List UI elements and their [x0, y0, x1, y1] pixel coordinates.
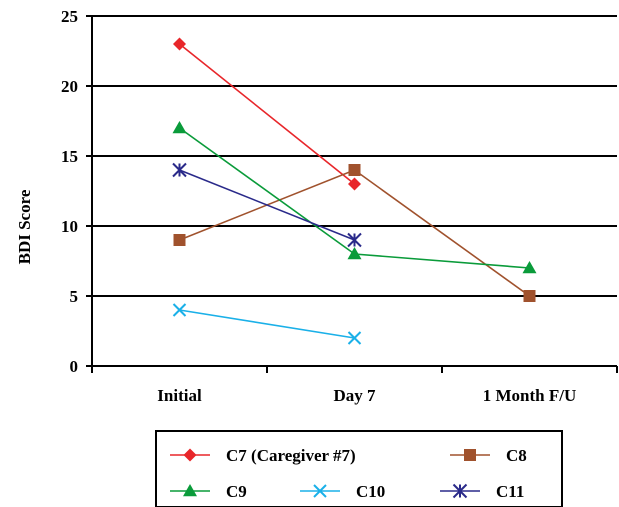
y-tick-labels: 0 5 10 15 20 25	[61, 7, 78, 376]
legend-item: C9	[170, 482, 247, 501]
series-line	[179, 43, 355, 185]
legend-label: C9	[226, 482, 247, 501]
y-axis-title: BDI Score	[15, 189, 34, 264]
data-point	[464, 449, 476, 461]
legend-item: C8	[450, 446, 527, 465]
legend-label: C11	[496, 482, 524, 501]
y-tick-label: 25	[61, 7, 78, 26]
series-c7	[173, 37, 361, 191]
data-point	[183, 448, 197, 462]
series-line	[179, 309, 355, 339]
data-point	[313, 484, 327, 498]
data-point	[172, 303, 187, 317]
series-group	[172, 37, 537, 345]
series-line	[179, 169, 355, 241]
y-tick-label: 15	[61, 147, 78, 166]
legend-item: C10	[300, 482, 385, 501]
legend-item: C7 (Caregiver #7)	[170, 446, 356, 465]
series-c10	[172, 303, 362, 345]
axes	[86, 15, 618, 373]
data-point	[173, 37, 186, 51]
data-point	[522, 261, 537, 274]
data-point	[348, 177, 361, 191]
legend-label: C8	[506, 446, 527, 465]
legend-label: C7 (Caregiver #7)	[226, 446, 356, 465]
data-point	[347, 247, 362, 260]
legend-item: C11	[440, 482, 524, 501]
data-point	[348, 164, 361, 176]
data-point	[172, 121, 187, 134]
series-c11	[172, 162, 362, 248]
data-point	[183, 484, 197, 497]
data-point	[172, 162, 187, 178]
data-point	[173, 234, 186, 246]
x-tick-label: 1 Month F/U	[483, 386, 577, 405]
x-tick-label: Day 7	[333, 386, 376, 405]
data-point	[523, 290, 536, 302]
legend-label: C10	[356, 482, 385, 501]
y-tick-label: 20	[61, 77, 78, 96]
series-c9	[172, 121, 537, 274]
x-tick-label: Initial	[157, 386, 202, 405]
legend-box	[155, 430, 563, 507]
data-point	[347, 331, 362, 345]
x-tick-labels: Initial Day 7 1 Month F/U	[157, 386, 576, 405]
data-point	[347, 232, 362, 248]
y-tick-label: 0	[70, 357, 79, 376]
y-tick-label: 5	[70, 287, 79, 306]
y-tick-label: 10	[61, 217, 78, 236]
series-c8	[173, 164, 536, 302]
legend: C7 (Caregiver #7) C8 C9 C10 C11	[155, 430, 563, 507]
data-point	[452, 483, 468, 499]
